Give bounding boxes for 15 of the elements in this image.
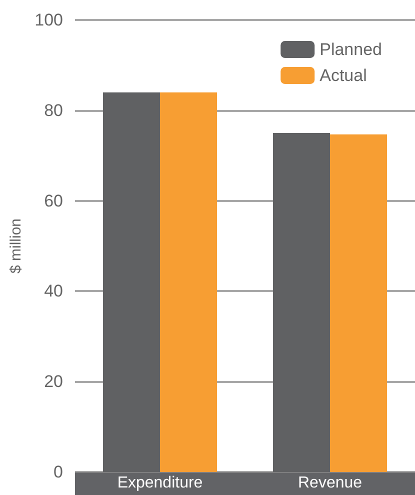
y-tick-label: 60: [44, 191, 63, 210]
x-tick-label: Expenditure: [117, 474, 203, 492]
y-tick-label: 40: [44, 282, 63, 301]
y-tick-label: 20: [44, 372, 63, 392]
bar: [273, 133, 330, 472]
bar: [103, 92, 160, 472]
legend-label: Planned: [320, 40, 382, 59]
x-tick-label: Revenue: [298, 474, 362, 492]
bar: [330, 134, 387, 472]
y-tick-label: 80: [44, 100, 63, 120]
y-tick-label: 0: [54, 462, 63, 482]
y-tick-label: 100: [34, 10, 63, 30]
legend-label: Actual: [320, 66, 367, 85]
y-axis-title: $ million: [8, 218, 25, 274]
bar: [160, 92, 217, 472]
